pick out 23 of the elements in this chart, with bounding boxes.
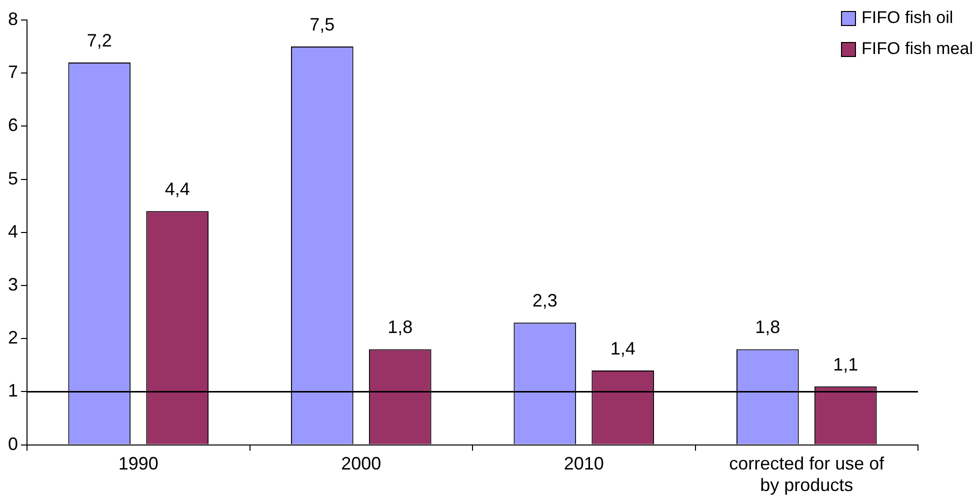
y-tick-label: 1 xyxy=(8,380,18,401)
data-label: 4,4 xyxy=(164,179,190,200)
data-label: 7,2 xyxy=(86,30,112,50)
y-tick-label: 8 xyxy=(8,8,18,29)
x-tick-label: 2000 xyxy=(341,454,382,474)
data-label: 2,3 xyxy=(532,290,558,311)
legend-label: FIFO fish oil xyxy=(862,8,954,28)
x-tick-label: corrected for use of by products xyxy=(729,454,886,496)
y-tick-label: 6 xyxy=(8,115,18,136)
legend-label: FIFO fish meal xyxy=(862,39,973,59)
y-tick-label: 0 xyxy=(8,434,18,454)
data-label: 1,4 xyxy=(610,338,636,358)
y-tick-label: 5 xyxy=(8,168,18,188)
data-label: 1,8 xyxy=(755,317,780,338)
data-label: 7,5 xyxy=(310,14,335,35)
data-label: 1,1 xyxy=(833,354,858,374)
x-tick-label: 2010 xyxy=(564,454,604,474)
y-tick-label: 3 xyxy=(8,274,18,294)
y-tick-label: 4 xyxy=(8,221,18,242)
y-tick-label: 7 xyxy=(8,62,18,82)
y-tick-label: 2 xyxy=(8,328,18,348)
x-tick-label: 1990 xyxy=(118,454,158,474)
data-label: 1,8 xyxy=(388,317,413,338)
